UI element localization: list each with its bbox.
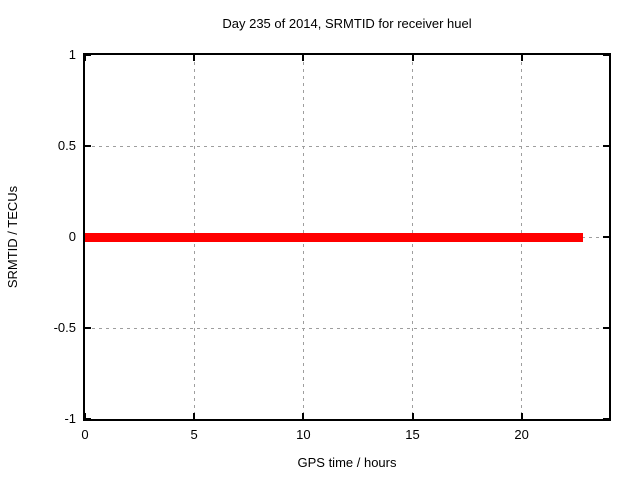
y-tick-label: 1	[68, 47, 76, 62]
grid-line-horizontal	[85, 327, 609, 329]
tick-mark-right	[603, 418, 609, 420]
x-tick-label: 5	[190, 427, 198, 442]
tick-mark-top	[302, 55, 305, 61]
tick-mark-bottom	[84, 413, 86, 419]
x-tick-label: 20	[514, 427, 529, 442]
x-tick-label: 10	[296, 427, 311, 442]
series-line	[85, 232, 583, 242]
chart-title: Day 235 of 2014, SRMTID for receiver hue…	[222, 16, 472, 31]
tick-mark-left	[85, 54, 91, 56]
tick-mark-bottom	[302, 413, 305, 419]
y-tick-label: 0.5	[57, 138, 76, 153]
grid-line-horizontal	[85, 145, 609, 147]
tick-mark-right	[603, 236, 609, 238]
tick-mark-right	[603, 145, 609, 147]
x-tick-label: 0	[81, 427, 89, 442]
x-tick-label: 15	[405, 427, 420, 442]
plot-area	[83, 53, 611, 421]
tick-mark-right	[603, 54, 609, 56]
tick-mark-left	[85, 418, 91, 420]
tick-mark-left	[85, 327, 91, 329]
tick-mark-right	[603, 327, 609, 329]
x-axis-label: GPS time / hours	[297, 455, 397, 470]
tick-mark-bottom	[520, 413, 523, 419]
tick-mark-top	[193, 55, 196, 61]
tick-mark-top	[84, 55, 86, 61]
tick-mark-top	[411, 55, 414, 61]
y-tick-label: -0.5	[53, 320, 76, 335]
tick-mark-top	[520, 55, 523, 61]
tick-mark-left	[85, 145, 91, 147]
tick-mark-bottom	[411, 413, 414, 419]
y-tick-label: -1	[64, 411, 76, 426]
y-tick-label: 0	[68, 229, 76, 244]
tick-mark-bottom	[193, 413, 196, 419]
